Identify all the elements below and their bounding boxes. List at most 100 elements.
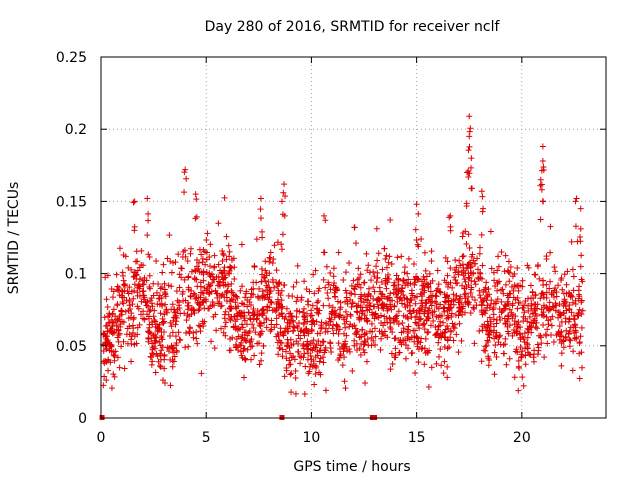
- data-point: [538, 340, 545, 347]
- data-point: [183, 175, 190, 182]
- data-point: [319, 338, 326, 345]
- data-point: [440, 319, 447, 326]
- data-point: [373, 225, 380, 232]
- data-point: [482, 310, 489, 317]
- data-point: [203, 236, 210, 243]
- data-point: [566, 316, 573, 323]
- data-point: [166, 232, 173, 239]
- data-point: [226, 248, 233, 255]
- data-point: [575, 295, 582, 302]
- data-point: [275, 351, 282, 358]
- data-point: [395, 276, 402, 283]
- data-point: [465, 147, 472, 154]
- data-point: [423, 300, 430, 307]
- data-point: [423, 317, 430, 324]
- data-point: [249, 343, 256, 350]
- data-point: [374, 257, 381, 264]
- data-point: [451, 266, 458, 273]
- data-point: [116, 330, 123, 337]
- data-point: [273, 267, 280, 274]
- data-point: [538, 186, 545, 193]
- data-point: [218, 292, 225, 299]
- data-point: [406, 336, 413, 343]
- data-point: [283, 365, 290, 372]
- data-point: [179, 288, 186, 295]
- data-point: [263, 315, 270, 322]
- data-point: [444, 312, 451, 319]
- data-point: [501, 302, 508, 309]
- data-point: [311, 381, 318, 388]
- data-point: [256, 320, 263, 327]
- data-point: [206, 290, 213, 297]
- data-point: [435, 339, 442, 346]
- data-point: [525, 326, 532, 333]
- data-point: [245, 309, 252, 316]
- data-point: [274, 239, 281, 246]
- data-point: [279, 231, 286, 238]
- data-point: [473, 302, 480, 309]
- data-point: [107, 343, 114, 350]
- data-point: [294, 348, 301, 355]
- data-point: [517, 344, 524, 351]
- data-point: [151, 333, 158, 340]
- data-point: [182, 344, 189, 351]
- data-point: [471, 297, 478, 304]
- data-point: [470, 304, 477, 311]
- data-point: [278, 198, 285, 205]
- data-point: [578, 324, 585, 331]
- data-point: [486, 314, 493, 321]
- data-point: [310, 337, 317, 344]
- data-point: [280, 332, 287, 339]
- data-point: [444, 345, 451, 352]
- data-point: [364, 267, 371, 274]
- data-point: [455, 312, 462, 319]
- data-point: [138, 261, 145, 268]
- data-point: [170, 317, 177, 324]
- data-point: [115, 284, 122, 291]
- data-point: [543, 314, 550, 321]
- data-point: [150, 351, 157, 358]
- data-point: [502, 335, 509, 342]
- data-point: [131, 198, 138, 205]
- data-point: [184, 258, 191, 264]
- data-point: [359, 326, 366, 333]
- data-point: [437, 301, 444, 308]
- data-point: [441, 358, 448, 365]
- data-point: [462, 299, 469, 306]
- data-point: [281, 373, 288, 380]
- data-point: [465, 301, 472, 308]
- data-point: [159, 315, 166, 322]
- data-point: [266, 294, 273, 301]
- data-point: [520, 382, 527, 389]
- data-point: [414, 343, 421, 350]
- data-point: [404, 326, 411, 333]
- data-point: [412, 370, 419, 377]
- data-point: [348, 290, 355, 297]
- data-point: [258, 328, 265, 335]
- data-point: [222, 281, 229, 288]
- data-point: [301, 278, 308, 285]
- data-point: [325, 322, 332, 329]
- data-point: [450, 337, 457, 344]
- data-point: [529, 288, 536, 295]
- data-point: [184, 302, 191, 309]
- data-point: [278, 340, 285, 347]
- data-point: [539, 143, 546, 150]
- data-point: [440, 370, 447, 377]
- data-point: [250, 325, 257, 332]
- data-point: [196, 268, 203, 275]
- data-point: [181, 276, 188, 283]
- data-point: [145, 217, 152, 224]
- data-point: [420, 320, 427, 327]
- data-point: [254, 312, 261, 319]
- data-point: [414, 275, 421, 282]
- data-point: [259, 271, 266, 278]
- data-point: [163, 306, 170, 313]
- data-point: [313, 341, 320, 348]
- data-point: [241, 317, 248, 324]
- data-point: [437, 322, 444, 329]
- data-point: [524, 295, 531, 302]
- data-point: [170, 358, 177, 365]
- data-point: [467, 309, 474, 316]
- data-point: [483, 342, 490, 349]
